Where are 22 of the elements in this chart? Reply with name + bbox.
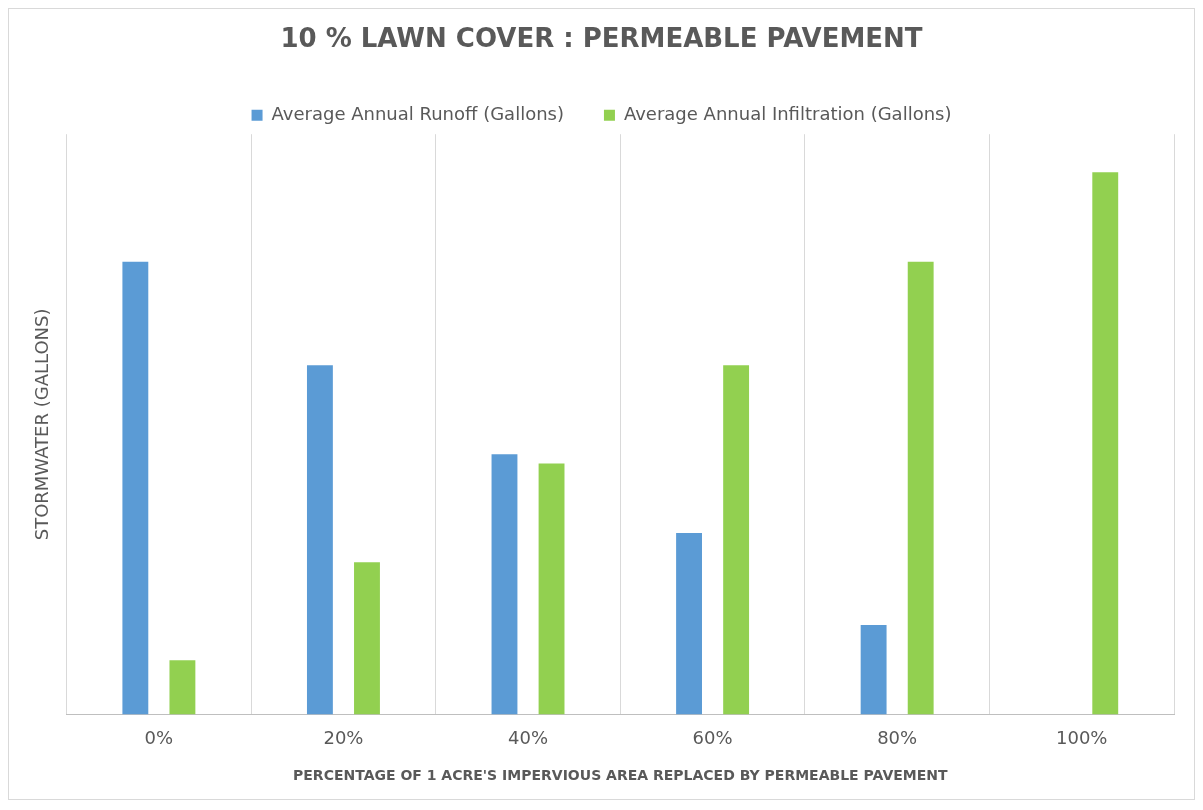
bar	[122, 261, 149, 715]
bar	[169, 660, 196, 715]
y-axis-title: STORMWATER (GALLONS)	[31, 308, 53, 541]
legend-label: Average Annual Infiltration (Gallons)	[623, 102, 952, 124]
x-tick-label: 60%	[692, 727, 733, 749]
x-axis-title: PERCENTAGE OF 1 ACRE'S IMPERVIOUS AREA REPLACED BY PERMEABLE PAVEMENT	[293, 767, 949, 784]
bar	[1092, 172, 1119, 715]
bar	[491, 454, 518, 715]
x-tick-label: 0%	[144, 727, 174, 749]
bar	[860, 625, 887, 715]
bar	[354, 562, 380, 715]
bar	[306, 365, 333, 715]
bar	[723, 365, 750, 715]
legend-label: Average Annual Runoff (Gallons)	[271, 102, 564, 124]
x-tick-label: 40%	[508, 727, 549, 749]
x-tick-label: 20%	[323, 727, 364, 749]
x-tick-label: 100%	[1055, 727, 1108, 749]
chart-title: 10 % LAWN COVER : PERMEABLE PAVEMENT	[280, 23, 923, 54]
bar	[538, 463, 565, 715]
bar	[676, 532, 702, 715]
bar	[907, 261, 934, 715]
x-tick-label: 80%	[877, 727, 918, 749]
